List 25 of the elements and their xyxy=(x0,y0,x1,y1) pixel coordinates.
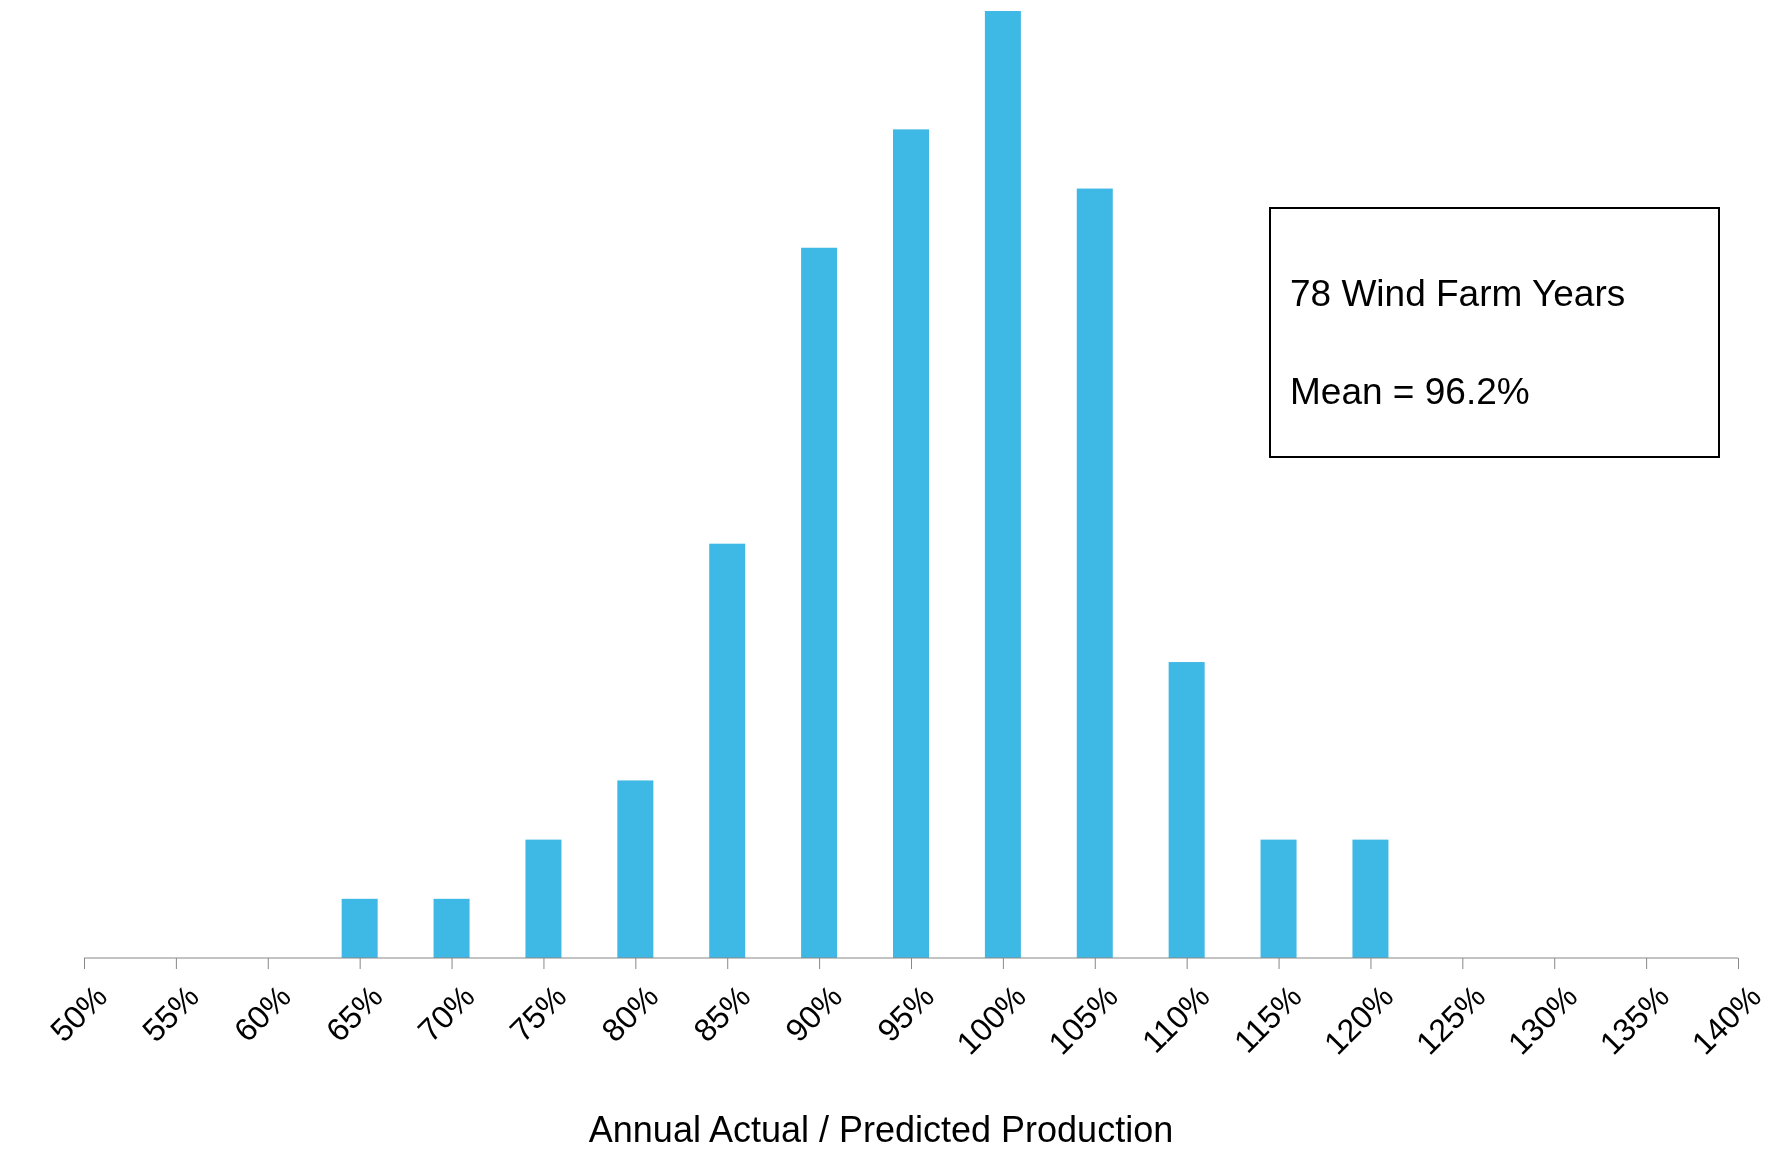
x-tick-label: 95% xyxy=(870,978,941,1049)
bar xyxy=(893,129,929,958)
bar xyxy=(525,839,562,958)
x-axis-title: Annual Actual / Predicted Production xyxy=(588,1109,1174,1150)
x-tick-label: 75% xyxy=(502,978,574,1049)
x-tick-label: 50% xyxy=(43,978,114,1049)
x-tick-label: 70% xyxy=(410,978,482,1049)
bar xyxy=(1168,662,1205,958)
x-tick-label: 90% xyxy=(778,978,850,1049)
x-tick-label: 60% xyxy=(227,978,298,1049)
x-tick-label: 55% xyxy=(135,978,206,1049)
bar xyxy=(433,898,470,958)
bar xyxy=(801,247,838,958)
bar xyxy=(984,11,1021,958)
annotation: 78 Wind Farm Years xyxy=(1290,273,1626,314)
bar xyxy=(1076,188,1113,958)
bar xyxy=(709,543,746,958)
x-tick-label: 80% xyxy=(594,978,666,1049)
bar xyxy=(617,780,654,958)
bar xyxy=(1352,839,1389,958)
bar xyxy=(1260,839,1297,958)
annotation: Mean = 96.2% xyxy=(1290,371,1530,412)
x-tick-label: 85% xyxy=(686,978,758,1049)
x-tick-label: 65% xyxy=(318,978,390,1049)
bar xyxy=(341,898,378,958)
